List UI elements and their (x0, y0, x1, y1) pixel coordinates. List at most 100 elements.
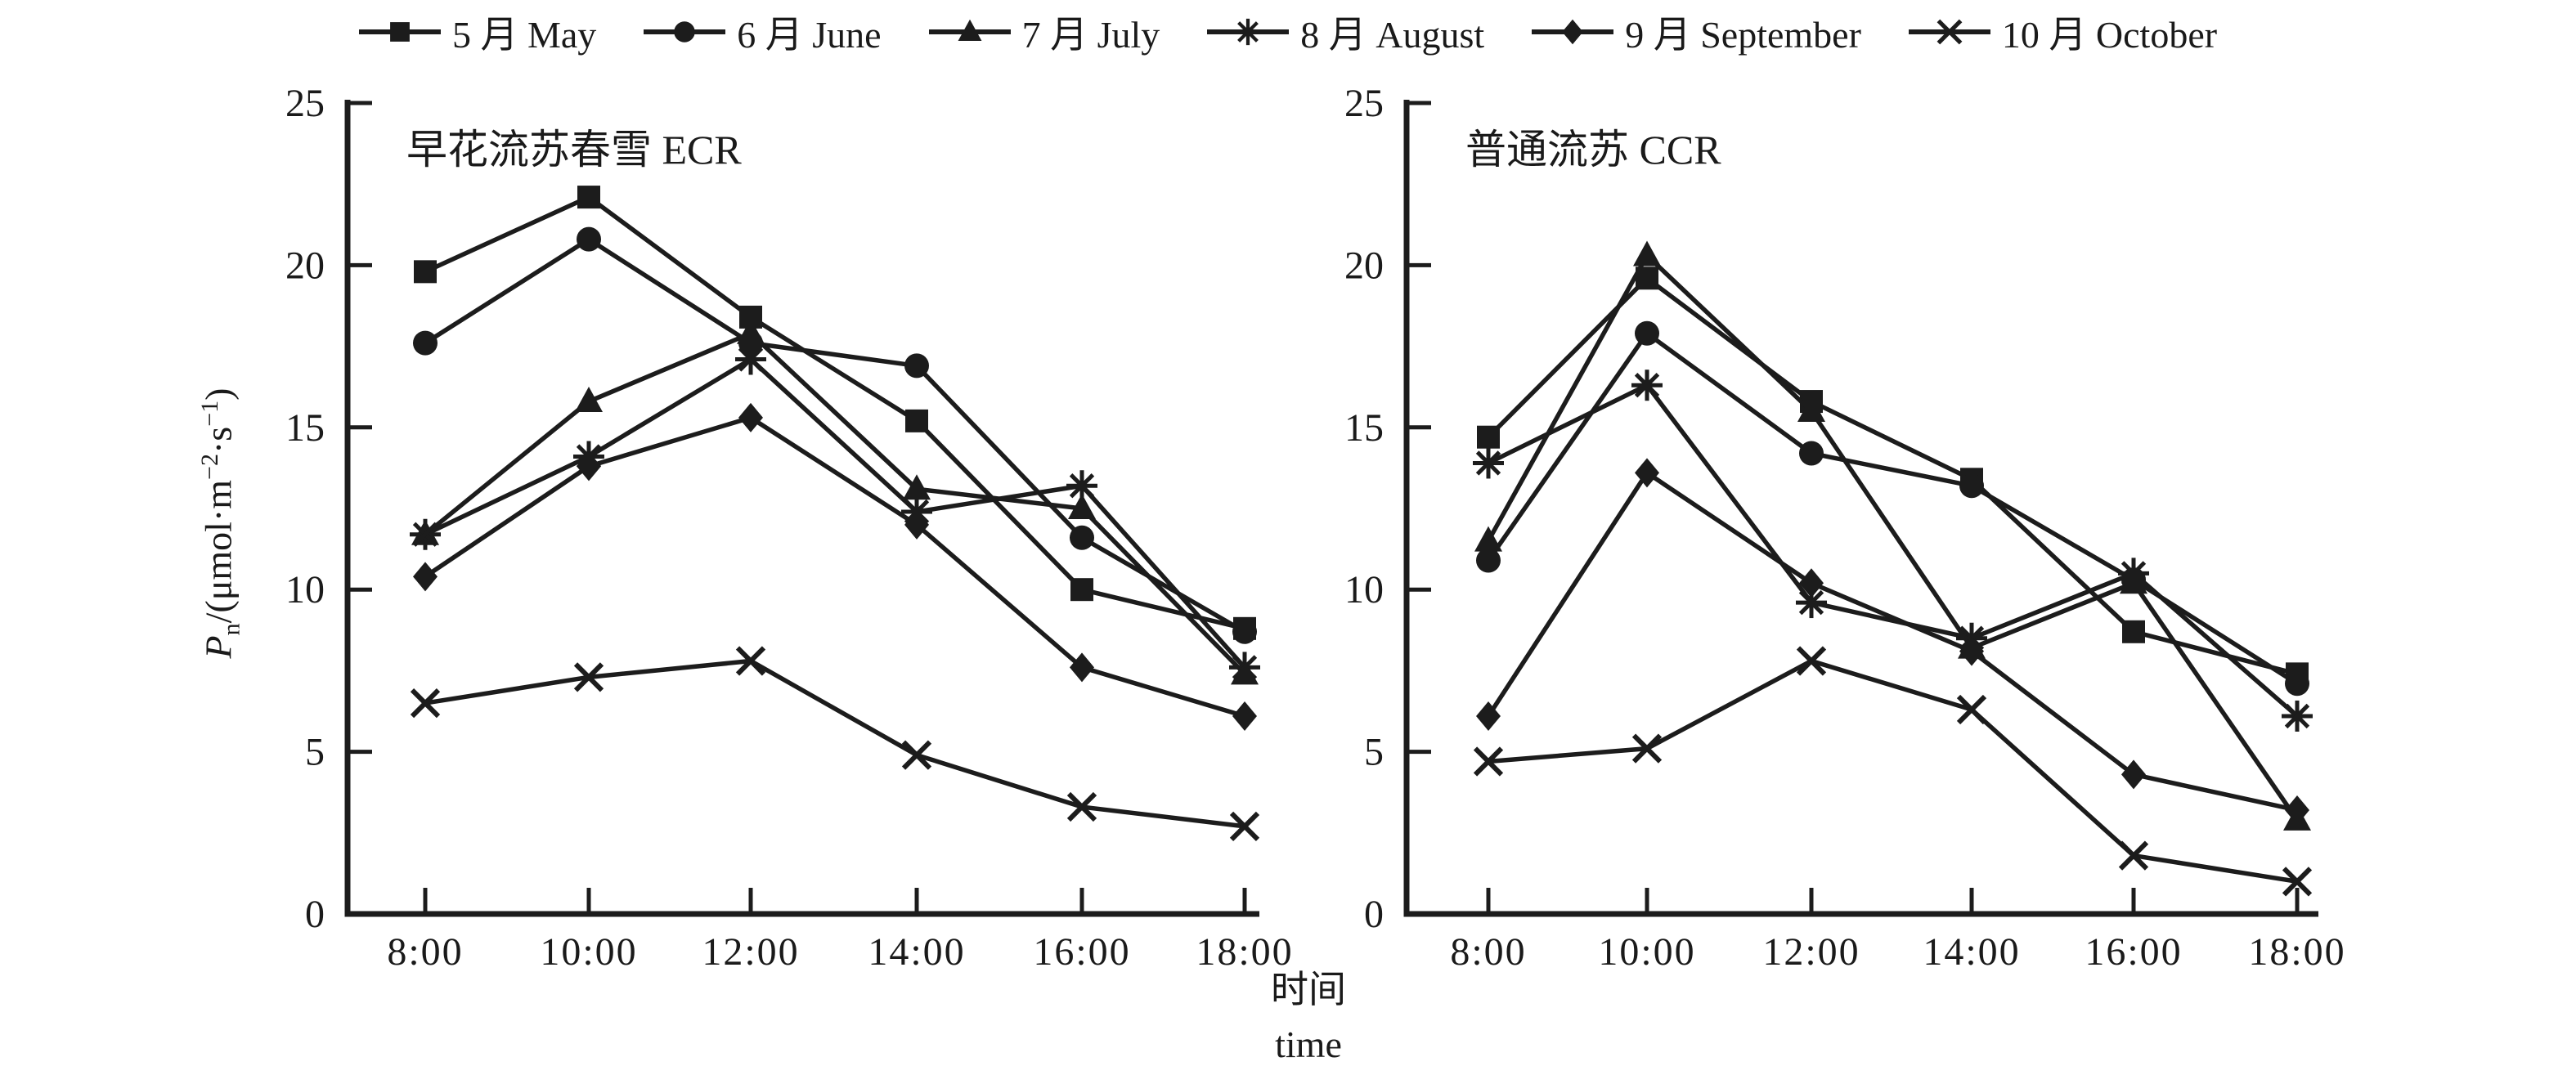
marker-square (414, 260, 437, 284)
y-tick-label: 20 (285, 244, 325, 287)
x-tick-label: 14:00 (1923, 930, 2020, 974)
ylabel-exp-2: −1 (196, 400, 223, 427)
legend-circle-icon (644, 21, 726, 43)
legend-label: 8 月 August (1300, 14, 1485, 56)
marker-square (905, 409, 928, 432)
marker-x (1229, 811, 1260, 841)
marker-x (1631, 733, 1663, 764)
marker-asterisk (1235, 18, 1262, 46)
marker-circle (1635, 320, 1659, 346)
marker-triangle (737, 318, 765, 344)
marker-square (1070, 578, 1093, 602)
panel-ccr: 0 5 10 15 20 25 8:00 10:00 12:00 14:00 16:00 18:00 普… (1344, 82, 2345, 974)
marker-x (410, 688, 441, 719)
legend-label: 10 月 October (2001, 14, 2218, 56)
series-line-asterisk (1487, 382, 2299, 719)
marker-x (1066, 791, 1097, 822)
legend-item: 8 月 August (1207, 5, 1484, 59)
y-tick-label: 10 (1344, 568, 1384, 611)
marker-x (2118, 840, 2149, 871)
x-tick-label: 8:00 (387, 930, 463, 974)
series-line-square (424, 194, 1245, 631)
panel-ecr: 0 5 10 15 20 25 8:00 10:00 12:00 14:00 16:00 18:00 早… (285, 82, 1292, 974)
marker-circle (2285, 671, 2309, 697)
marker-circle (1232, 619, 1257, 644)
marker-x (573, 662, 604, 692)
marker-triangle (1633, 240, 1661, 267)
series-line-asterisk (424, 356, 1247, 670)
marker-asterisk (2118, 558, 2149, 589)
marker-circle (674, 21, 696, 43)
x-tick-label: 8:00 (1450, 930, 1526, 974)
legend-item: 6 月 June (644, 5, 882, 59)
y-axis-label: Pn/(μmol·m−2·s−1) (196, 294, 294, 752)
legend-item: 9 月 September (1532, 5, 1861, 59)
marker-triangle (1797, 396, 1825, 422)
marker-diamond (1232, 701, 1257, 731)
ylabel-subscript: n (218, 623, 245, 636)
marker-diamond (577, 451, 601, 482)
panel-title: 普通流苏 CCR (1465, 127, 1721, 172)
marker-diamond (1070, 652, 1094, 683)
x-axis-label-cn: 时间 (1271, 969, 1346, 1010)
legend-label: 7 月 July (1021, 14, 1160, 56)
ylabel-unit-close: ) (197, 387, 240, 401)
ylabel-unit-1: /(μmol·m (197, 479, 240, 624)
series-line-circle (424, 236, 1246, 634)
series-line-circle (1486, 329, 2299, 686)
marker-diamond (1635, 458, 1659, 488)
legend-item: 10 月 October (1908, 5, 2218, 59)
marker-circle (1799, 441, 1824, 466)
y-tick-label: 10 (285, 568, 325, 611)
marker-x (2282, 867, 2313, 897)
series-line-diamond (424, 414, 1245, 719)
y-tick-label: 0 (305, 893, 325, 936)
marker-asterisk (2282, 700, 2313, 732)
marker-diamond (738, 402, 763, 432)
x-tick-label: 12:00 (1762, 930, 1860, 974)
marker-asterisk (1631, 370, 1663, 401)
marker-x (1956, 694, 1987, 725)
legend-label: 6 月 June (737, 14, 882, 56)
y-tick-label: 5 (305, 731, 325, 774)
marker-x (1796, 646, 1827, 676)
legend-label: 9 月 September (1625, 14, 1861, 56)
legend: 5 月 May 6 月 June 7 月 July 8 月 August 9 月 Sep… (0, 5, 2576, 59)
y-tick-label: 5 (1364, 731, 1384, 774)
marker-diamond (2285, 795, 2309, 826)
marker-triangle (1474, 526, 1502, 552)
x-tick-label: 12:00 (702, 930, 799, 974)
y-tick-label: 15 (285, 406, 325, 450)
marker-circle (904, 353, 929, 379)
marker-triangle (958, 19, 982, 42)
y-tick-label: 0 (1364, 893, 1384, 936)
marker-triangle (903, 474, 931, 500)
marker-circle (1070, 525, 1094, 550)
ylabel-exp-1: −2 (196, 454, 223, 480)
series-line-x (424, 658, 1245, 829)
legend-diamond-icon (1532, 19, 1614, 45)
legend-x-icon (1908, 19, 1990, 45)
marker-diamond (904, 509, 929, 540)
marker-circle (577, 226, 601, 252)
marker-x (1473, 746, 1504, 777)
marker-circle (413, 330, 438, 356)
marker-asterisk (735, 343, 766, 375)
y-tick-label: 20 (1344, 244, 1384, 287)
y-tick-label: 15 (1344, 406, 1384, 450)
marker-asterisk (1066, 470, 1097, 502)
panel-title: 早花流苏春雪 ECR (406, 127, 742, 172)
series-line-triangle (1486, 252, 2300, 822)
marker-square (390, 22, 410, 42)
marker-diamond (1799, 568, 1824, 598)
marker-diamond (413, 562, 438, 592)
ylabel-symbol: P (197, 635, 240, 659)
series-line-diamond (1486, 469, 2298, 813)
ylabel-unit-2: ·s (197, 426, 240, 455)
marker-x (901, 740, 932, 770)
y-tick-label: 25 (285, 82, 325, 125)
series-line-square (1487, 275, 2298, 677)
marker-diamond (1476, 701, 1501, 731)
marker-asterisk (410, 518, 441, 550)
marker-asterisk (1473, 447, 1504, 479)
